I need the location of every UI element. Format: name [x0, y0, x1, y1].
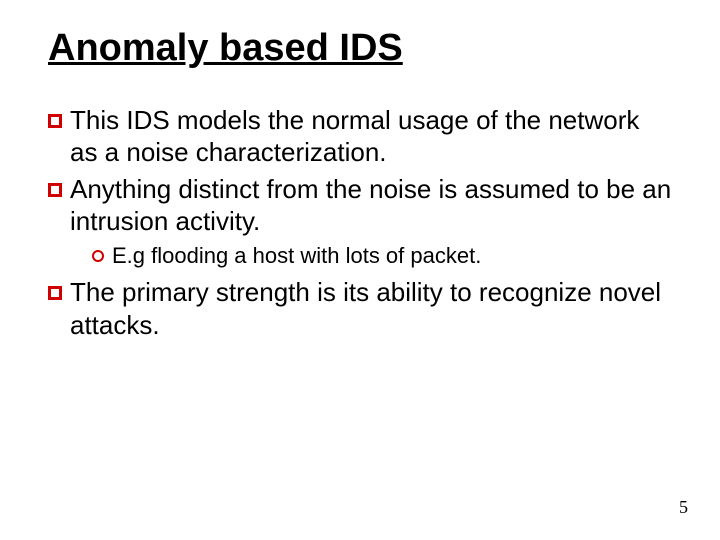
bullet-text: Anything distinct from the noise is assu…	[70, 173, 672, 238]
list-item: This IDS models the normal usage of the …	[48, 104, 672, 169]
bullet-text: This IDS models the normal usage of the …	[70, 104, 672, 169]
bullet-text: E.g flooding a host with lots of packet.	[112, 242, 672, 271]
slide-title: Anomaly based IDS	[48, 28, 672, 70]
bullet-list: This IDS models the normal usage of the …	[48, 104, 672, 342]
square-bullet-icon	[48, 286, 62, 300]
slide: Anomaly based IDS This IDS models the no…	[0, 0, 720, 540]
list-item: The primary strength is its ability to r…	[48, 276, 672, 341]
square-bullet-icon	[48, 114, 62, 128]
bullet-text: The primary strength is its ability to r…	[70, 276, 672, 341]
list-item: Anything distinct from the noise is assu…	[48, 173, 672, 238]
circle-bullet-icon	[92, 250, 104, 262]
page-number: 5	[679, 497, 688, 518]
square-bullet-icon	[48, 183, 62, 197]
list-sub-item: E.g flooding a host with lots of packet.	[92, 242, 672, 271]
